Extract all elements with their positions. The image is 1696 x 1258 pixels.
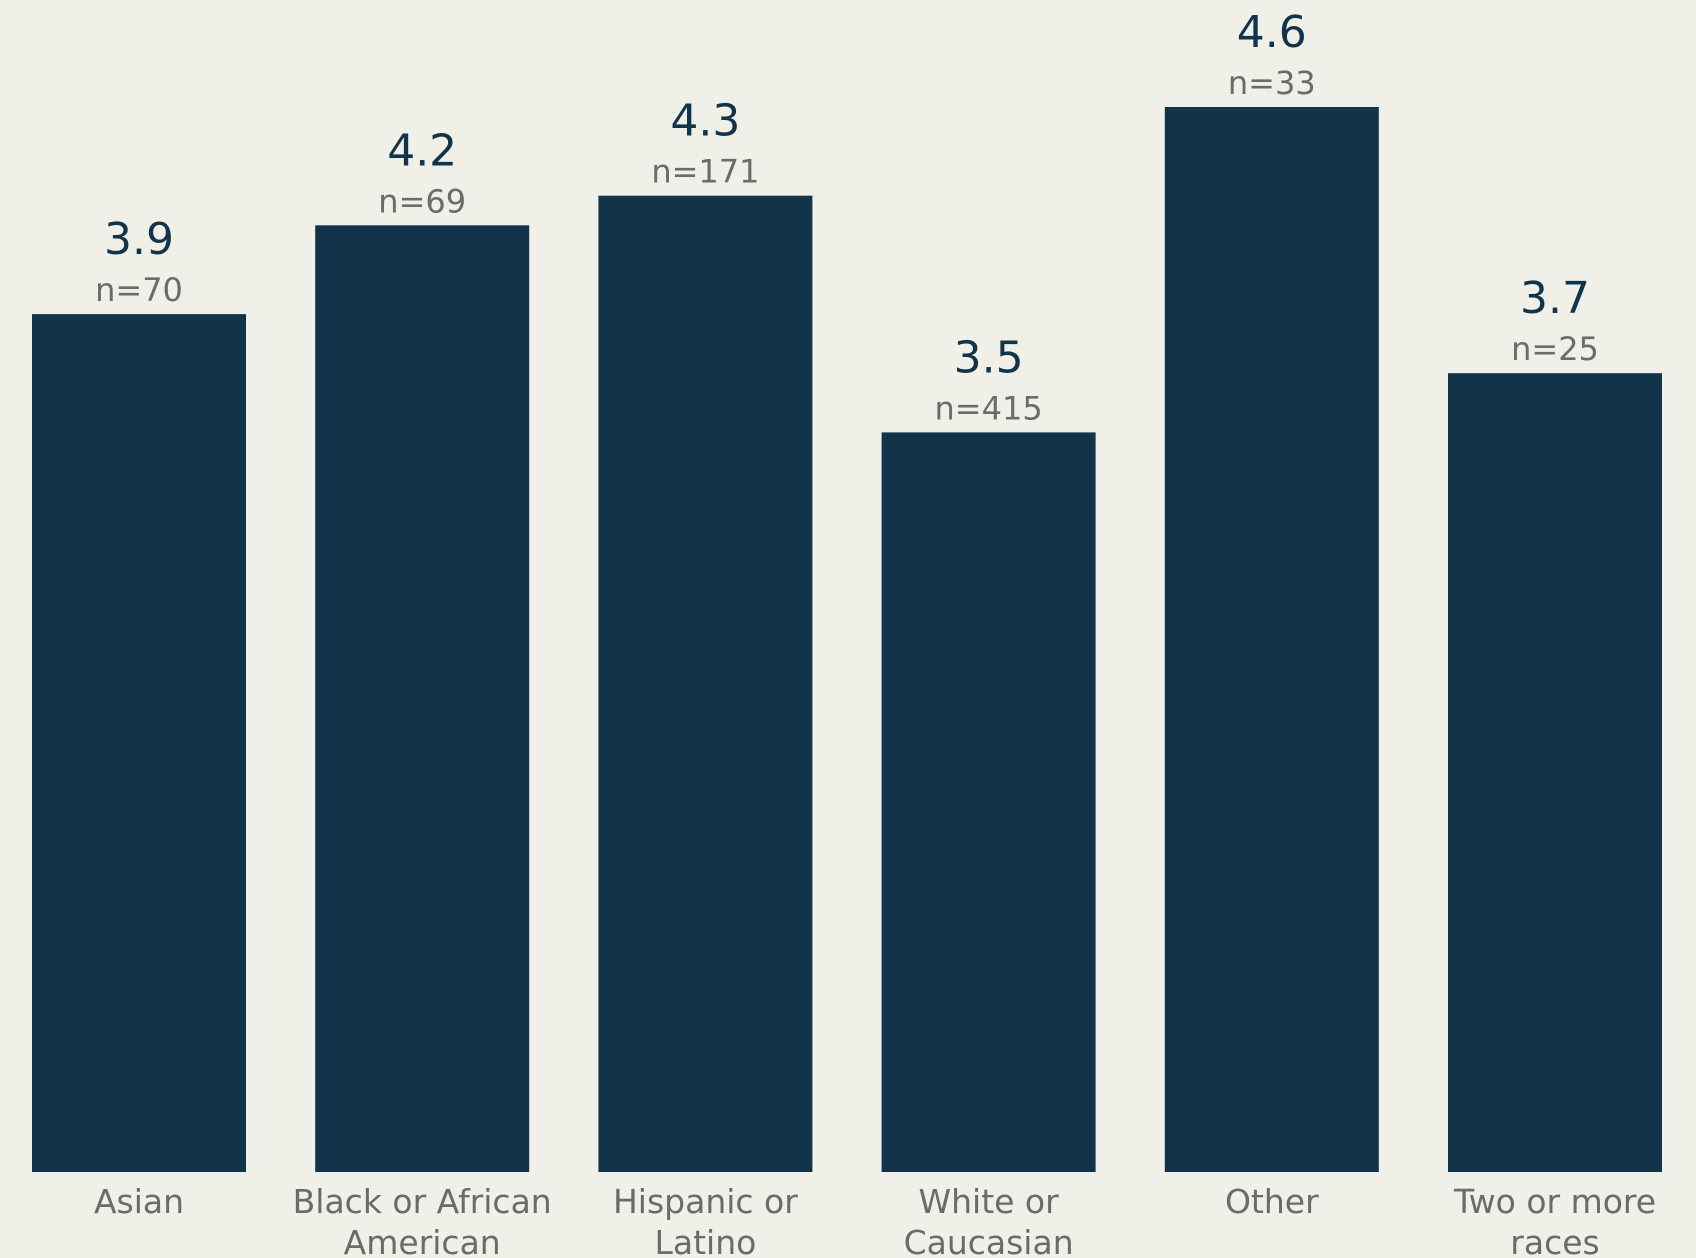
value-label-4: 4.6 [1237,7,1307,58]
category-label-line: Hispanic or [613,1182,798,1221]
value-label-5: 3.7 [1520,273,1590,324]
value-label-2: 4.3 [670,96,740,147]
bar-3 [881,432,1096,1172]
n-label-3: n=415 [935,389,1043,427]
bars-group [32,107,1662,1173]
category-label-2: Hispanic or Latino [613,1182,798,1258]
value-label-1: 4.2 [387,125,457,176]
category-label-0: Asian [94,1182,184,1221]
category-labels-group: Asian Black or African American Hispanic or… [94,1182,1656,1258]
n-label-0: n=70 [95,271,183,309]
n-label-2: n=171 [651,153,759,191]
bar-2 [598,195,813,1172]
bar-1 [315,225,530,1173]
n-label-1: n=69 [378,182,466,220]
n-labels-group: n=70 n=69 n=171 n=415 n=33 n=25 [95,64,1599,427]
category-label-3: White or Caucasian [904,1182,1074,1258]
category-label-line: Asian [94,1182,184,1221]
category-label-4: Other [1225,1182,1319,1221]
category-label-line: races [1510,1223,1599,1258]
n-label-4: n=33 [1228,64,1316,102]
value-labels-group: 3.9 4.2 4.3 3.5 4.6 3.7 [104,7,1590,383]
category-label-line: Caucasian [904,1223,1074,1258]
category-label-1: Black or African American [293,1182,552,1258]
category-label-line: Black or African [293,1182,552,1221]
category-label-line: American [344,1223,501,1258]
category-label-line: Other [1225,1182,1319,1221]
category-label-line: Two or more [1453,1182,1656,1221]
bar-5 [1448,373,1662,1172]
category-label-line: Latino [654,1223,756,1258]
value-label-3: 3.5 [954,332,1024,383]
category-label-5: Two or more races [1453,1182,1656,1258]
bar-4 [1164,107,1379,1172]
category-label-line: White or [918,1182,1059,1221]
bar-0 [32,314,246,1173]
value-label-0: 3.9 [104,214,174,265]
n-label-5: n=25 [1511,330,1599,368]
